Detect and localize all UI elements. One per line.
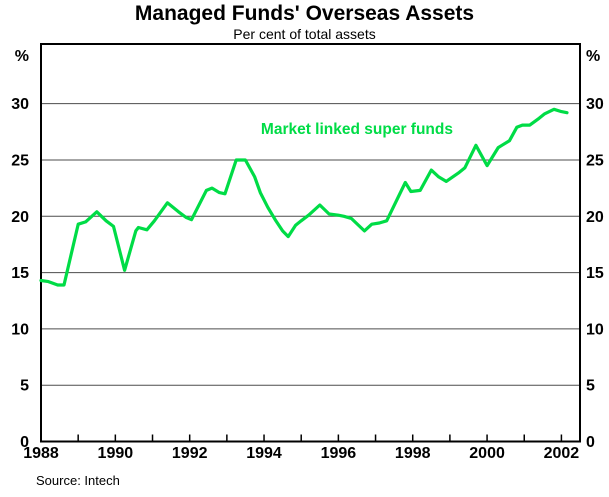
- series-annotation: Market linked super funds: [260, 120, 453, 138]
- y-axis-label-right: 5: [586, 378, 595, 395]
- x-axis-label: 2002: [544, 445, 580, 462]
- y-axis-unit-right: %: [586, 48, 600, 65]
- y-axis-label-right: 25: [586, 152, 604, 169]
- y-axis-label-right: 15: [586, 265, 604, 282]
- series-line-market-linked-super-funds: [39, 107, 569, 287]
- plot-border: [40, 43, 581, 443]
- y-axis-label-left: 10: [11, 321, 29, 338]
- y-axis-unit-left: %: [15, 48, 29, 65]
- x-axis-label: 1998: [395, 445, 431, 462]
- y-axis-label-right: 30: [586, 96, 604, 113]
- y-axis-label-left: 20: [11, 209, 29, 226]
- y-axis-label-left: 15: [11, 265, 29, 282]
- x-axis-label: 2000: [469, 445, 505, 462]
- x-axis-label: 1988: [23, 445, 59, 462]
- chart-subtitle: Per cent of total assets: [233, 26, 376, 42]
- source-note: Source: Intech: [36, 473, 120, 488]
- y-axis-label-left: 30: [11, 96, 29, 113]
- chart-title: Managed Funds' Overseas Assets: [134, 2, 475, 25]
- y-axis-label-left: 0: [20, 434, 29, 451]
- x-axis-label: 1992: [172, 445, 208, 462]
- y-axis-label-right: 10: [586, 321, 604, 338]
- y-axis-label-left: 5: [20, 378, 29, 395]
- x-axis-label: 1990: [98, 445, 134, 462]
- y-axis-label-right: 20: [586, 209, 604, 226]
- x-axis-label: 1996: [321, 445, 357, 462]
- y-axis-label-right: 0: [586, 434, 595, 451]
- x-axis-label: 1994: [246, 445, 282, 462]
- y-axis-label-left: 25: [11, 152, 29, 169]
